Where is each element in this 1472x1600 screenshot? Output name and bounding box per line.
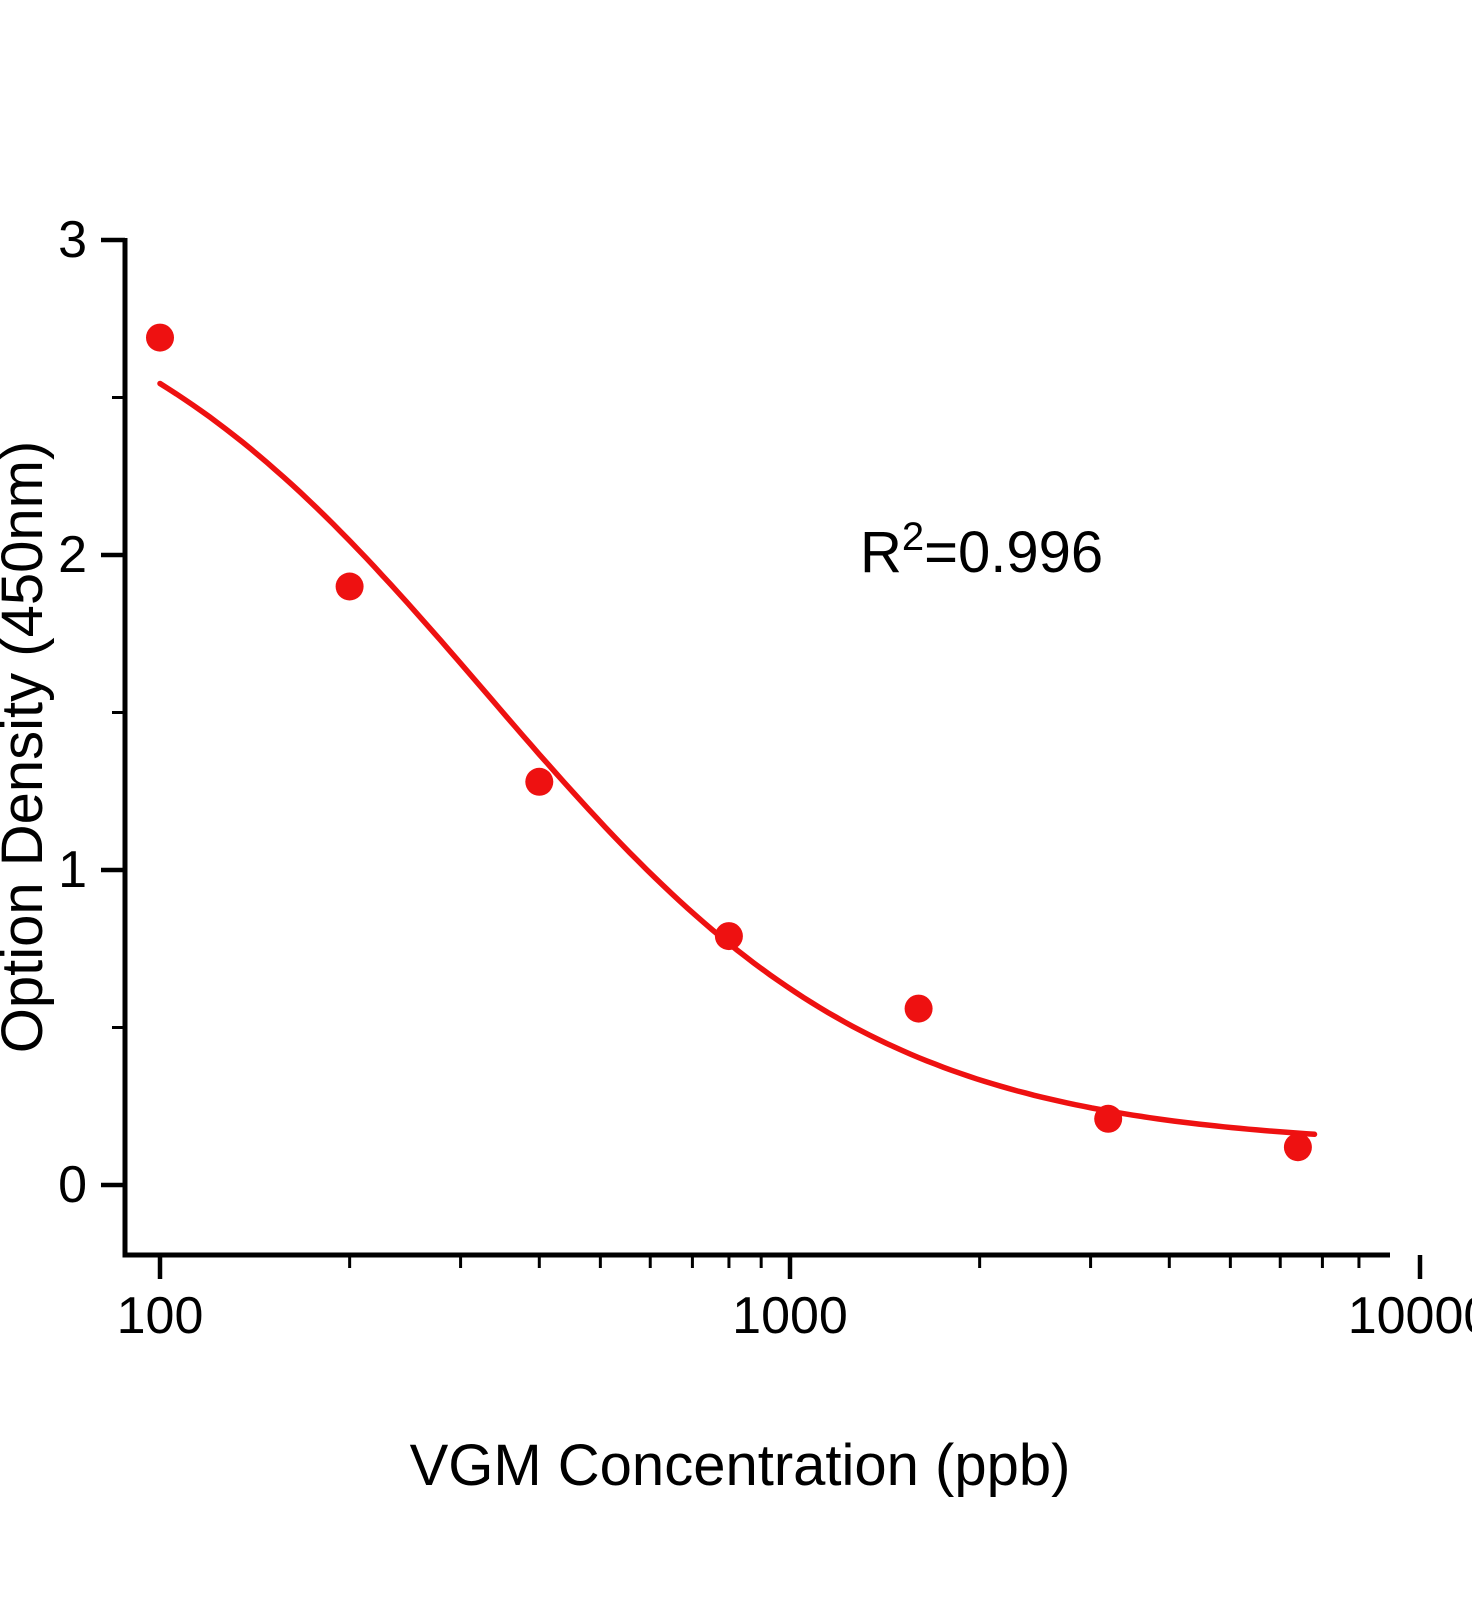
annotation-base: R bbox=[860, 520, 902, 585]
r-squared-annotation: R2=0.996 bbox=[860, 515, 1103, 585]
data-point bbox=[714, 922, 743, 951]
data-point bbox=[1094, 1104, 1123, 1133]
annotation-rest: =0.996 bbox=[924, 520, 1103, 585]
y-tick-label: 3 bbox=[58, 211, 87, 269]
y-tick-label: 2 bbox=[58, 526, 87, 584]
y-tick-label: 0 bbox=[58, 1156, 87, 1214]
x-tick-label: 10000 bbox=[1348, 1287, 1472, 1345]
data-point bbox=[525, 767, 554, 796]
annotation-superscript: 2 bbox=[902, 515, 924, 559]
y-axis-label: Option Density (450nm) bbox=[0, 441, 55, 1053]
plot-area: 0 1 2 3 100 1000 10000 bbox=[58, 211, 1472, 1345]
data-point bbox=[146, 323, 174, 352]
x-tick-label: 100 bbox=[117, 1287, 204, 1345]
data-point bbox=[904, 994, 933, 1023]
x-tick-label: 1000 bbox=[732, 1287, 848, 1345]
fit-curve bbox=[157, 380, 1318, 1138]
data-point bbox=[1283, 1133, 1312, 1162]
y-tick-label: 1 bbox=[58, 841, 87, 899]
x-axis-label: VGM Concentration (ppb) bbox=[410, 1433, 1071, 1498]
data-point bbox=[335, 572, 364, 601]
